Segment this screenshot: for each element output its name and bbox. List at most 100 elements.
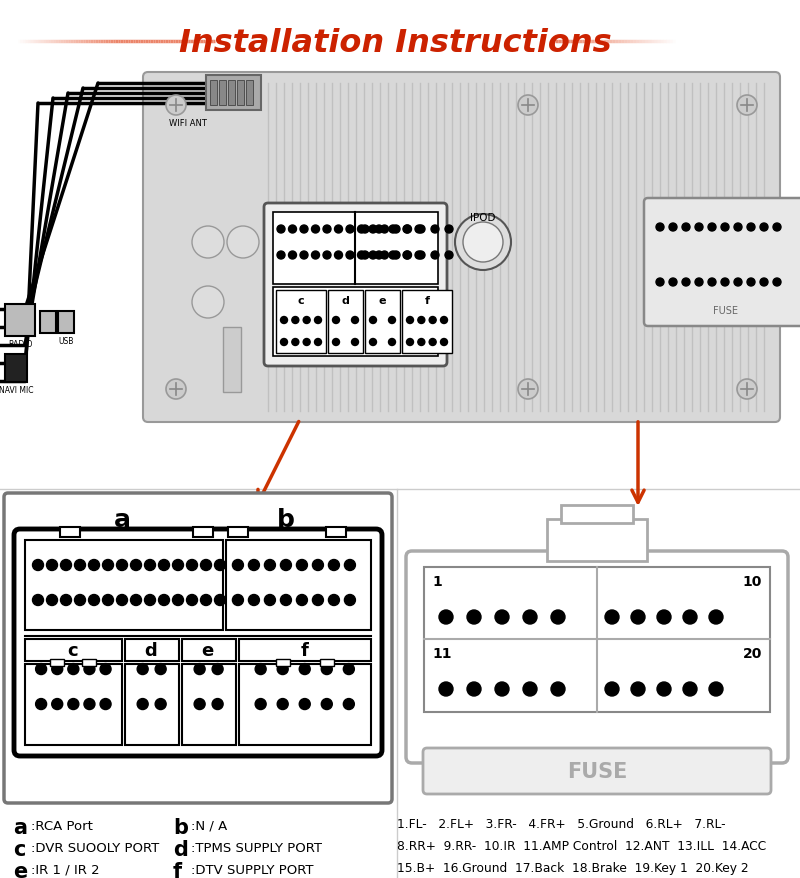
Circle shape (194, 699, 205, 709)
Text: :DVR SUOOLY PORT: :DVR SUOOLY PORT (31, 841, 159, 854)
Text: IPOD: IPOD (470, 212, 496, 223)
Bar (82, 659, 96, 666)
Circle shape (445, 226, 453, 234)
Bar (182, 665, 236, 745)
Circle shape (369, 226, 377, 234)
Circle shape (605, 682, 619, 696)
Bar (228, 81, 235, 106)
FancyBboxPatch shape (14, 529, 382, 756)
Circle shape (155, 664, 166, 675)
Bar (561, 506, 633, 523)
Circle shape (551, 610, 565, 624)
Bar (424, 567, 770, 712)
Text: 1.FL-   2.FL+   3.FR-   4.FR+   5.Ground   6.RL+   7.RL-: 1.FL- 2.FL+ 3.FR- 4.FR+ 5.Ground 6.RL+ 7… (397, 817, 726, 830)
Bar (210, 81, 217, 106)
Circle shape (166, 379, 186, 399)
Bar (219, 81, 226, 106)
Circle shape (721, 278, 729, 287)
Circle shape (695, 224, 703, 232)
Circle shape (459, 226, 467, 234)
Circle shape (346, 226, 354, 234)
Circle shape (657, 682, 671, 696)
Circle shape (158, 560, 170, 571)
Circle shape (277, 252, 285, 260)
Text: b: b (277, 507, 294, 531)
Circle shape (760, 224, 768, 232)
Text: FUSE: FUSE (713, 306, 738, 315)
Circle shape (737, 379, 757, 399)
Circle shape (389, 252, 397, 260)
Circle shape (417, 252, 425, 260)
Circle shape (418, 339, 425, 346)
Circle shape (292, 317, 299, 324)
Circle shape (186, 560, 198, 571)
Text: c: c (298, 296, 304, 306)
Circle shape (773, 224, 781, 232)
Bar (40, 312, 56, 334)
Circle shape (130, 560, 142, 571)
Bar (238, 639, 371, 661)
Circle shape (227, 227, 259, 259)
Circle shape (194, 664, 205, 675)
Circle shape (605, 610, 619, 624)
Bar (5, 355, 27, 383)
Text: RADIO: RADIO (8, 340, 32, 349)
Circle shape (656, 278, 664, 287)
Circle shape (403, 226, 411, 234)
Text: FUSE: FUSE (567, 761, 627, 781)
Bar (25, 540, 223, 630)
Text: d: d (144, 641, 157, 659)
Circle shape (469, 234, 474, 239)
Circle shape (406, 339, 414, 346)
Circle shape (311, 252, 319, 260)
Circle shape (192, 227, 224, 259)
Circle shape (173, 594, 183, 606)
Circle shape (233, 594, 243, 606)
Circle shape (431, 226, 439, 234)
Circle shape (345, 560, 355, 571)
Circle shape (375, 252, 383, 260)
Text: e: e (13, 861, 27, 878)
Circle shape (429, 317, 436, 324)
Circle shape (480, 253, 486, 259)
Circle shape (323, 226, 331, 234)
Circle shape (351, 317, 358, 324)
Circle shape (370, 339, 377, 346)
Circle shape (192, 287, 224, 319)
Circle shape (669, 278, 677, 287)
Bar (273, 212, 438, 284)
Circle shape (89, 560, 99, 571)
Bar (276, 291, 326, 354)
Circle shape (33, 560, 43, 571)
Circle shape (137, 664, 148, 675)
Circle shape (523, 682, 537, 696)
Circle shape (439, 682, 453, 696)
Text: d: d (341, 296, 349, 306)
Circle shape (300, 226, 308, 234)
Circle shape (441, 339, 447, 346)
Circle shape (281, 317, 287, 324)
Circle shape (46, 560, 58, 571)
Circle shape (313, 560, 323, 571)
Text: 11: 11 (432, 646, 451, 660)
Circle shape (333, 317, 339, 324)
Circle shape (415, 252, 423, 260)
Circle shape (297, 560, 307, 571)
Bar (125, 639, 178, 661)
Bar (206, 76, 261, 111)
Circle shape (657, 610, 671, 624)
Bar (60, 528, 80, 537)
Circle shape (361, 252, 369, 260)
Circle shape (303, 339, 310, 346)
Circle shape (493, 240, 499, 246)
Text: e: e (378, 296, 386, 306)
Circle shape (523, 610, 537, 624)
Bar (25, 665, 122, 745)
Bar (50, 659, 64, 666)
Circle shape (392, 226, 400, 234)
Circle shape (212, 699, 223, 709)
Circle shape (351, 339, 358, 346)
Circle shape (155, 699, 166, 709)
Text: :DTV SUPPLY PORT: :DTV SUPPLY PORT (191, 863, 314, 876)
Circle shape (89, 594, 99, 606)
